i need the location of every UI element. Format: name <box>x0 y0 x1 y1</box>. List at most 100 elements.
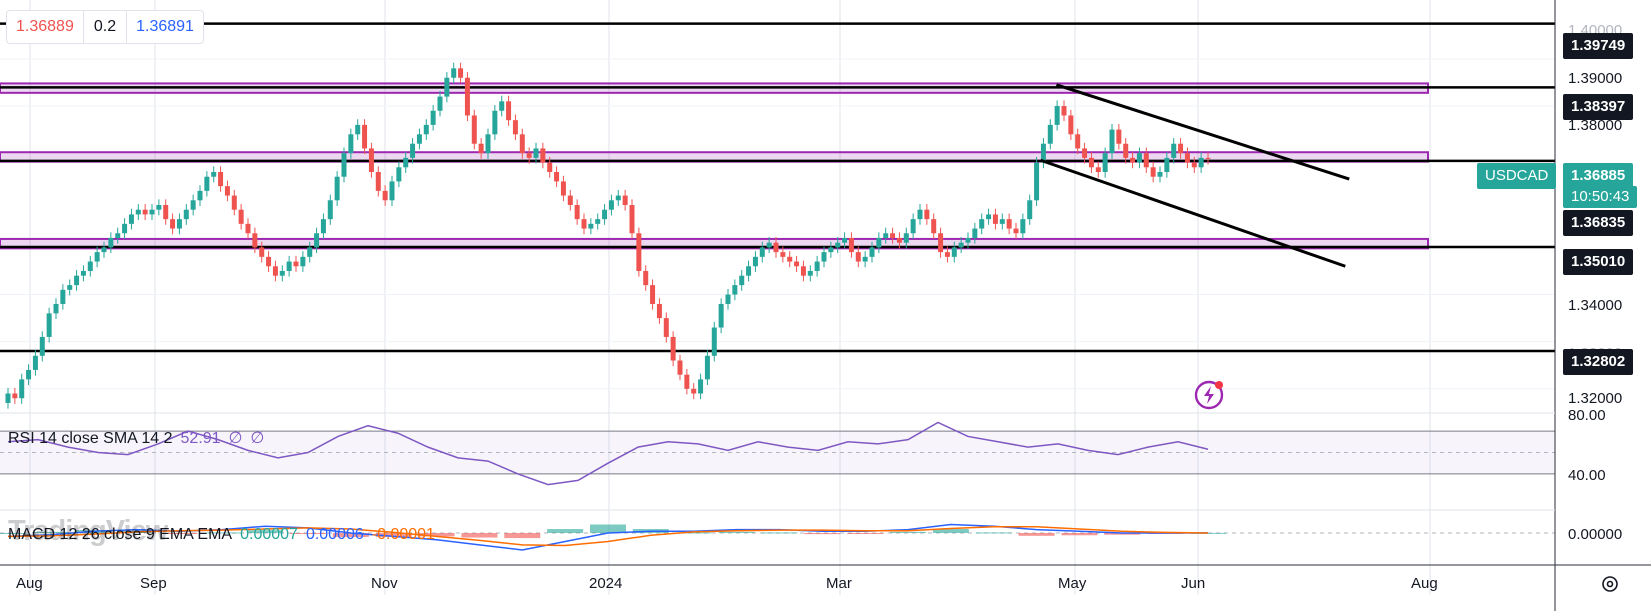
rsi-legend[interactable]: RSI 14 close SMA 14 2 52.91 ∅ ∅ <box>8 428 264 448</box>
candlestick-series <box>5 62 1211 409</box>
candle-body <box>60 289 66 304</box>
candle-body <box>197 190 203 201</box>
candle-body <box>862 256 868 262</box>
candle-body <box>992 214 998 224</box>
candle-body <box>1191 162 1197 168</box>
candle-body <box>252 233 258 248</box>
price-tick: 1.39000 <box>1568 70 1623 87</box>
candle-body <box>711 327 717 356</box>
candle-body <box>636 233 642 271</box>
candle-body <box>896 237 902 243</box>
candle-body <box>1054 106 1060 125</box>
candle-body <box>759 247 765 257</box>
candle-body <box>396 167 402 182</box>
quote-box: 1.36889 0.2 1.36891 <box>6 10 204 44</box>
candle-body <box>53 303 59 314</box>
candle-body <box>1136 153 1142 163</box>
candle-body <box>931 219 937 234</box>
candle-body <box>814 261 820 271</box>
candle-body <box>1123 143 1129 158</box>
candle-body <box>622 195 628 205</box>
macd-histogram-bar <box>847 533 884 534</box>
candle-body <box>108 237 114 248</box>
candle-body <box>1075 134 1081 149</box>
candle-body <box>800 266 806 276</box>
macd-line-value: 0.00006 <box>305 526 364 543</box>
candle-body <box>526 153 532 158</box>
candle-body <box>32 355 38 370</box>
candle-body <box>355 124 361 135</box>
candle-body <box>780 252 786 257</box>
bid-price[interactable]: 1.36889 <box>7 11 84 43</box>
candle-body <box>1068 115 1074 135</box>
candle-body <box>286 261 292 271</box>
candle-body <box>499 101 505 111</box>
candle-body <box>835 242 841 248</box>
candle-body <box>375 172 381 191</box>
candle-body <box>1171 143 1177 158</box>
candle-body <box>1150 167 1156 177</box>
candle-body <box>1027 200 1033 220</box>
candle-body <box>5 393 11 403</box>
time-tick: May <box>1058 575 1087 592</box>
candle-body <box>122 223 128 234</box>
candle-body <box>1164 157 1170 173</box>
candle-body <box>115 233 121 238</box>
candle-body <box>890 233 896 238</box>
candle-body <box>725 294 731 304</box>
candle-body <box>478 143 484 154</box>
candle-body <box>170 219 176 229</box>
candle-body <box>739 275 745 286</box>
candle-body <box>224 186 230 196</box>
macd-histogram-bar <box>975 532 1012 534</box>
gear-icon[interactable] <box>1598 572 1622 596</box>
candle-body <box>218 172 224 187</box>
candle-body <box>574 205 580 220</box>
candle-body <box>1040 143 1046 163</box>
candle-body <box>1020 219 1026 234</box>
candle-body <box>382 190 388 201</box>
candle-body <box>869 247 875 257</box>
macd-histogram-bar <box>590 524 626 533</box>
candle-body <box>1102 153 1108 173</box>
candle-body <box>259 247 265 257</box>
macd-label: MACD 12 26 close 9 EMA EMA <box>8 526 233 543</box>
candle-body <box>334 176 340 201</box>
candle-body <box>848 237 854 253</box>
chart-grid <box>0 0 1555 595</box>
candle-body <box>101 247 107 253</box>
candle-body <box>965 237 971 243</box>
candle-body <box>307 247 313 257</box>
candle-body <box>787 256 793 262</box>
candle-body <box>876 237 882 248</box>
candle-body <box>704 355 710 380</box>
channel-trendline <box>1055 83 1350 181</box>
candle-body <box>46 313 52 337</box>
lightning-event-icon[interactable] <box>1193 377 1227 411</box>
candle-body <box>629 205 635 234</box>
macd-histogram-bar <box>332 533 369 537</box>
candle-body <box>87 261 93 271</box>
ask-price[interactable]: 1.36891 <box>126 11 203 43</box>
candle-body <box>794 261 800 267</box>
symbol-name-tag[interactable]: USDCAD <box>1477 163 1557 189</box>
macd-legend[interactable]: MACD 12 26 close 9 EMA EMA 0.00007 0.00006… <box>8 526 435 544</box>
candle-body <box>1184 153 1190 163</box>
candle-body <box>903 233 909 243</box>
macd-histogram-bar <box>161 533 198 534</box>
candle-body <box>430 110 436 125</box>
candle-body <box>595 219 601 224</box>
candle-body <box>540 148 546 163</box>
candle-body <box>1109 129 1115 154</box>
level-tag: 1.32802 <box>1563 349 1634 375</box>
candle-body <box>1061 106 1067 116</box>
candle-body <box>128 214 134 224</box>
macd-histogram-bar <box>504 533 541 539</box>
candle-body <box>663 318 669 337</box>
candle-body <box>979 219 985 229</box>
macd-histogram-bar <box>547 529 584 533</box>
candle-body <box>1013 228 1019 234</box>
descending-channel <box>1040 83 1350 268</box>
candle-body <box>279 270 285 276</box>
